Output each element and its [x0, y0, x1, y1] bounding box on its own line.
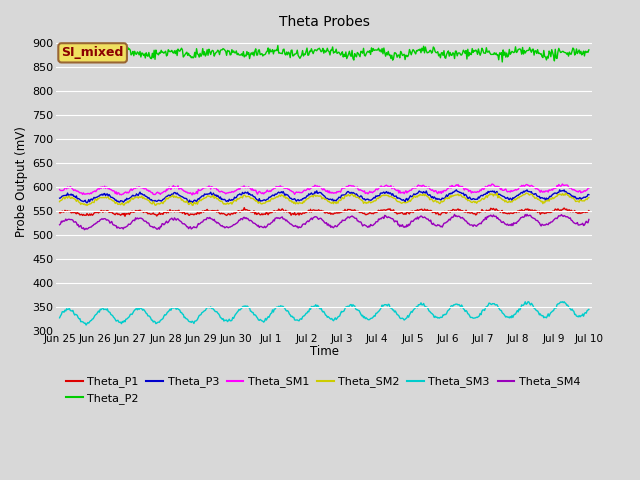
Theta_SM3 — [559, 299, 566, 305]
Theta_P2 — [296, 56, 304, 61]
Legend: Theta_P1, Theta_P2, Theta_P3, Theta_SM1, Theta_SM2, Theta_SM3, Theta_SM4: Theta_P1, Theta_P2, Theta_P3, Theta_SM1,… — [61, 372, 585, 408]
Theta_P3 — [150, 198, 158, 204]
Theta_SM2 — [493, 190, 500, 196]
Theta_SM1 — [193, 189, 200, 194]
Theta_SM1 — [56, 187, 63, 192]
Theta_P3 — [410, 191, 418, 197]
Theta_P1 — [456, 207, 464, 213]
Theta_SM1 — [410, 185, 418, 191]
Theta_P2 — [193, 46, 200, 51]
Theta_P1 — [193, 212, 200, 217]
Theta_SM1 — [559, 181, 566, 187]
Theta_P3 — [83, 200, 91, 206]
Theta_SM3 — [369, 315, 376, 321]
Theta_P1 — [56, 210, 63, 216]
Theta_P2 — [150, 48, 158, 53]
Theta_SM2 — [150, 200, 158, 206]
Theta_SM3 — [585, 307, 593, 312]
Theta_SM2 — [56, 199, 63, 204]
Theta_SM3 — [56, 315, 63, 321]
Theta_SM4 — [193, 225, 200, 230]
Theta_SM2 — [585, 195, 593, 201]
Theta_P3 — [56, 195, 63, 201]
Theta_SM2 — [455, 193, 463, 199]
Theta_P1 — [241, 205, 248, 211]
Title: Theta Probes: Theta Probes — [279, 15, 370, 29]
Line: Theta_P2: Theta_P2 — [60, 45, 589, 62]
Theta_P3 — [296, 197, 304, 203]
Theta_SM4 — [585, 216, 593, 222]
Theta_SM3 — [296, 316, 304, 322]
Theta_SM1 — [149, 192, 157, 197]
Theta_SM2 — [193, 200, 200, 205]
Theta_P2 — [56, 48, 63, 54]
Theta_SM1 — [455, 184, 463, 190]
Theta_SM1 — [369, 190, 376, 196]
Theta_SM4 — [523, 212, 531, 217]
Theta_SM3 — [150, 318, 158, 324]
Theta_SM4 — [410, 217, 418, 223]
Theta_P3 — [369, 196, 376, 202]
Line: Theta_P1: Theta_P1 — [60, 208, 589, 216]
Theta_P2 — [499, 59, 506, 65]
Theta_SM4 — [369, 223, 376, 228]
Theta_SM2 — [296, 200, 304, 206]
Theta_P2 — [369, 48, 376, 54]
Theta_P2 — [455, 50, 463, 56]
Theta_P1 — [297, 211, 305, 216]
Theta_SM1 — [585, 185, 593, 191]
Theta_SM2 — [410, 193, 418, 199]
Theta_SM2 — [369, 199, 376, 205]
Theta_SM3 — [455, 301, 463, 307]
Theta_SM2 — [83, 203, 91, 208]
Y-axis label: Probe Output (mV): Probe Output (mV) — [15, 126, 28, 237]
Theta_SM3 — [410, 306, 418, 312]
Line: Theta_SM2: Theta_SM2 — [60, 193, 589, 205]
Theta_P3 — [452, 187, 460, 192]
Theta_P1 — [369, 211, 377, 216]
Theta_P2 — [68, 42, 76, 48]
Theta_SM1 — [188, 192, 196, 198]
Line: Theta_P3: Theta_P3 — [60, 190, 589, 203]
Theta_SM4 — [296, 225, 304, 230]
Theta_P2 — [585, 47, 593, 53]
Theta_P2 — [410, 48, 418, 53]
Theta_SM3 — [193, 318, 200, 324]
Line: Theta_SM1: Theta_SM1 — [60, 184, 589, 195]
Theta_SM1 — [296, 190, 304, 196]
Theta_SM3 — [83, 322, 90, 328]
Theta_P3 — [585, 192, 593, 197]
Text: SI_mixed: SI_mixed — [61, 47, 124, 60]
Theta_P1 — [121, 214, 129, 219]
Line: Theta_SM4: Theta_SM4 — [60, 215, 589, 229]
Theta_P1 — [150, 212, 158, 217]
X-axis label: Time: Time — [310, 345, 339, 358]
Theta_SM4 — [81, 227, 88, 232]
Theta_SM4 — [455, 213, 463, 219]
Theta_P3 — [193, 199, 200, 204]
Theta_SM4 — [56, 222, 63, 228]
Theta_P1 — [411, 208, 419, 214]
Theta_P1 — [585, 208, 593, 214]
Theta_SM4 — [150, 224, 158, 229]
Line: Theta_SM3: Theta_SM3 — [60, 302, 589, 325]
Theta_P3 — [456, 190, 464, 195]
